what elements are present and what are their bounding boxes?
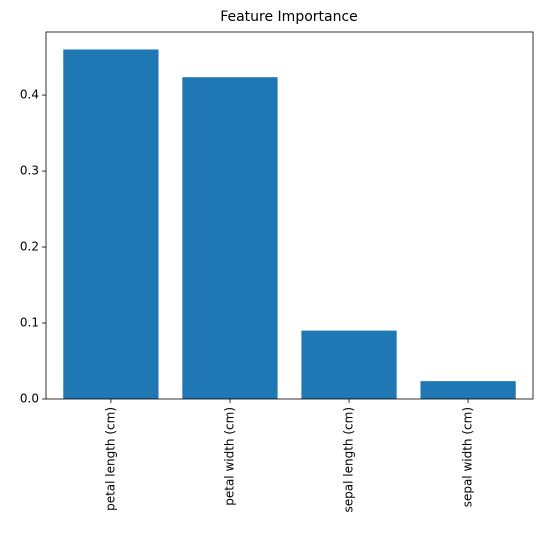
plot-frame: [45, 31, 534, 400]
x-tick-label: sepal width (cm): [461, 407, 475, 507]
bar: [420, 381, 516, 399]
x-tick-label: petal width (cm): [222, 407, 236, 506]
y-tick-label: 0.2: [20, 240, 39, 254]
y-tick-label: 0.3: [20, 164, 39, 178]
chart-title: Feature Importance: [220, 9, 358, 25]
bar: [301, 330, 397, 399]
y-tick-label: 0.0: [20, 392, 39, 406]
bar: [182, 77, 278, 399]
bar: [63, 49, 159, 399]
y-tick-label: 0.1: [20, 316, 39, 330]
y-tick-label: 0.4: [20, 88, 39, 102]
x-tick-label: sepal length (cm): [342, 407, 356, 512]
x-tick-label: petal length (cm): [103, 407, 117, 511]
